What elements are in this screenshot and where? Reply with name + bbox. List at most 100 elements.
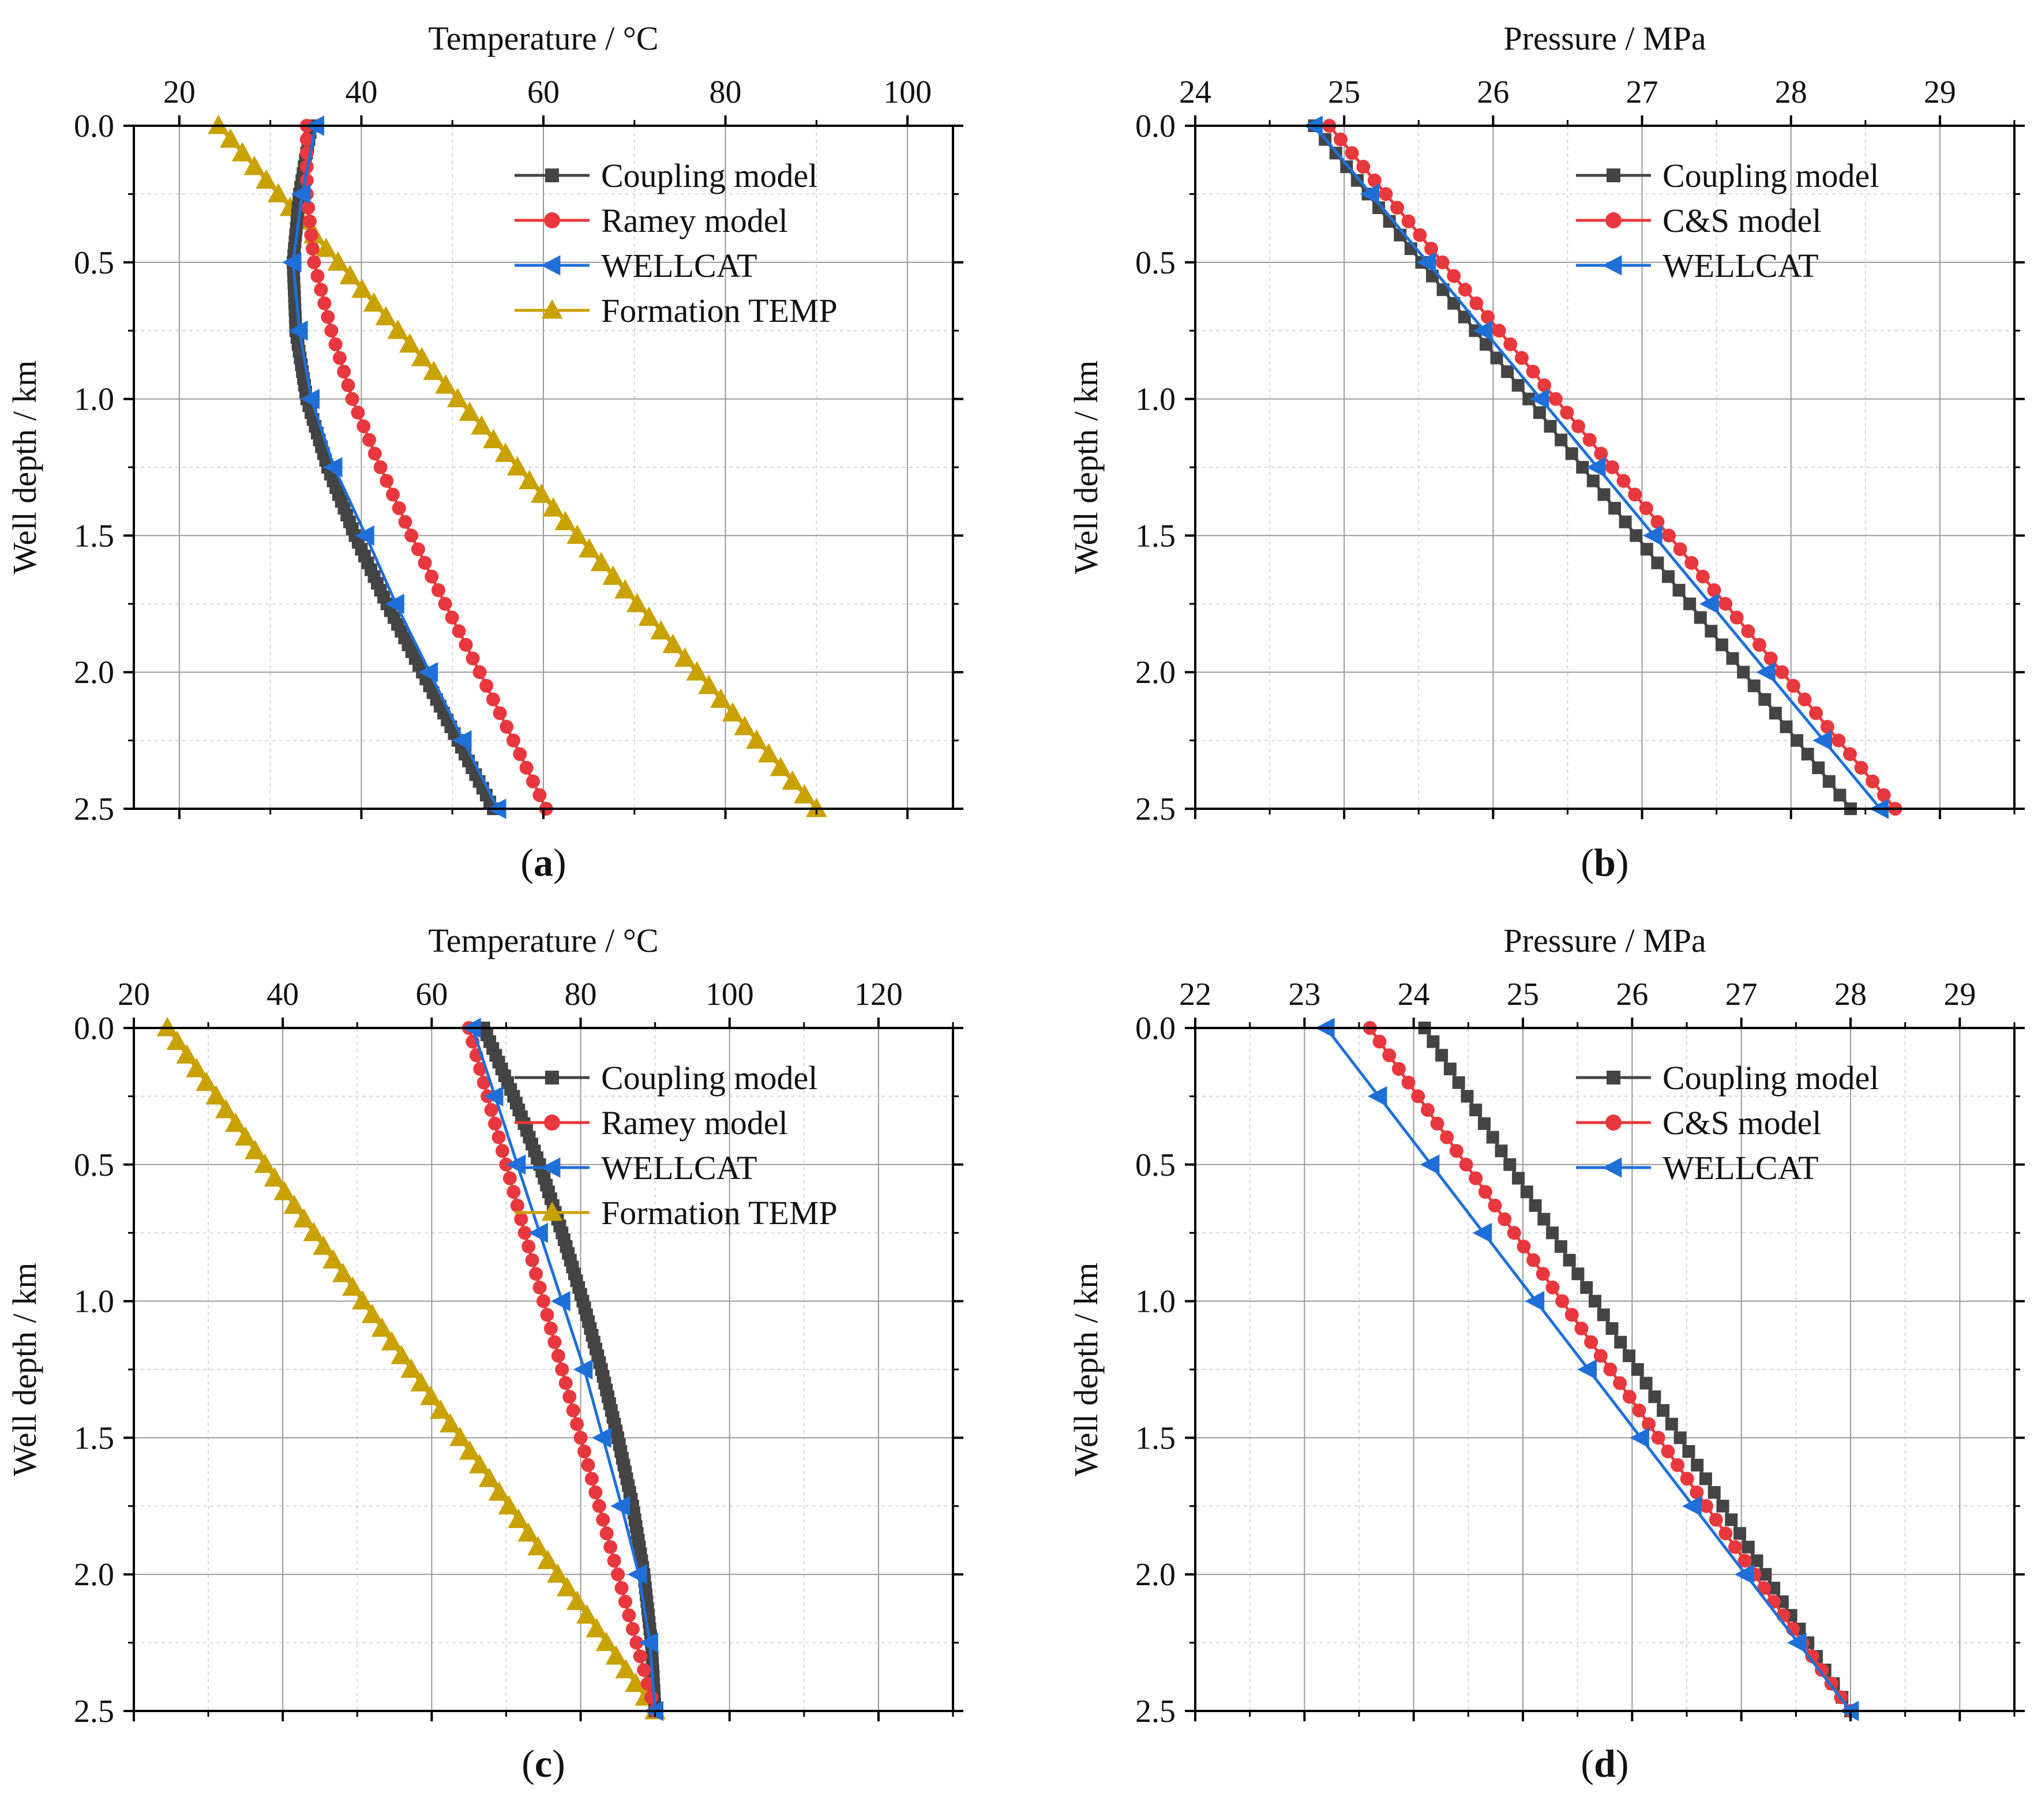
data-point — [558, 1376, 573, 1390]
data-point — [1360, 183, 1380, 204]
series-ramey — [461, 1021, 662, 1718]
data-point — [1537, 1213, 1551, 1226]
data-point — [1472, 1222, 1492, 1243]
data-point — [770, 756, 791, 776]
data-point — [313, 1235, 335, 1255]
legend-item-wellcat: WELLCAT — [1576, 1149, 1819, 1187]
x-tick-label: 40 — [345, 74, 377, 110]
data-point — [596, 1513, 610, 1527]
data-point — [554, 511, 576, 531]
data-point — [479, 678, 494, 693]
data-point — [794, 784, 816, 804]
data-point — [484, 1103, 498, 1117]
data-point — [351, 278, 373, 298]
data-point — [373, 460, 388, 474]
legend-label: Coupling model — [1663, 1059, 1879, 1097]
data-point — [1631, 1363, 1644, 1376]
data-point — [639, 1633, 658, 1653]
x-tick-label: 26 — [1477, 74, 1509, 110]
data-point — [1401, 1075, 1416, 1090]
data-point — [1597, 1308, 1610, 1322]
data-point — [1842, 747, 1857, 761]
x-tick-label: 60 — [415, 977, 448, 1012]
data-point — [1522, 392, 1536, 406]
chart-panel-d: 22 23 24 25 26 27 28 29 0.0 0.5 1.0 1.5 2.0 2.5 Pressu… — [1067, 922, 2025, 1785]
legend-item-wellcat: WELLCAT — [1576, 247, 1819, 284]
data-point — [1651, 556, 1664, 569]
x-axis-title: Pressure / MPa — [1503, 20, 1706, 57]
series-ramey — [1322, 119, 1902, 816]
data-point — [1805, 1649, 1819, 1664]
data-point — [1619, 515, 1632, 528]
data-point — [590, 551, 612, 572]
legend-label: Coupling model — [601, 157, 817, 194]
data-point — [1639, 501, 1653, 516]
y-tick-label: 0.5 — [74, 1147, 114, 1183]
data-point — [314, 283, 328, 297]
legend-item-coupling: Coupling model — [1576, 157, 1879, 194]
legend-item-coupling: Coupling model — [1576, 1059, 1879, 1097]
data-point — [1447, 269, 1461, 283]
grid-lines — [134, 126, 953, 809]
data-point — [633, 1649, 647, 1664]
data-point — [387, 320, 409, 339]
data-point — [1650, 515, 1665, 529]
data-point — [638, 606, 660, 626]
data-point — [566, 1404, 580, 1418]
legend-label: WELLCAT — [1663, 1149, 1819, 1187]
data-point — [1424, 242, 1438, 256]
data-point — [1498, 1212, 1512, 1226]
data-point — [493, 706, 507, 721]
left-triangle-marker-icon — [1602, 1157, 1622, 1178]
data-point — [1537, 378, 1552, 392]
data-point — [607, 1553, 621, 1568]
y-axis-title: Well depth / km — [6, 361, 43, 575]
data-point — [526, 774, 541, 789]
data-point — [1520, 1185, 1533, 1199]
data-point — [599, 1526, 614, 1541]
data-point — [1554, 1240, 1567, 1253]
legend-label: Ramey model — [601, 202, 788, 239]
data-point — [385, 594, 404, 614]
data-point — [1367, 173, 1382, 187]
data-point — [1495, 1144, 1508, 1158]
axes: 20 40 60 80 100 120 0.0 0.5 1.0 1.5 2.0 2.5 — [74, 977, 963, 1729]
data-point — [650, 620, 672, 640]
data-point — [1469, 1104, 1483, 1117]
data-point — [356, 419, 371, 433]
data-point — [1458, 283, 1472, 297]
legend-label: WELLCAT — [601, 247, 757, 284]
data-point — [1411, 1089, 1425, 1104]
data-point — [1555, 1294, 1570, 1308]
data-point — [519, 470, 541, 490]
data-point — [1680, 1472, 1694, 1486]
legend-item-formation: Formation TEMP — [515, 292, 838, 329]
data-point — [483, 429, 504, 449]
panel-label-open: ( — [1581, 840, 1594, 884]
y-tick-label: 2.5 — [74, 1694, 114, 1729]
data-point — [611, 1567, 625, 1582]
data-point — [1780, 720, 1793, 733]
panel-label-close: ) — [553, 840, 566, 884]
data-point — [345, 392, 359, 406]
data-point — [1469, 1171, 1483, 1185]
data-point — [176, 1044, 198, 1064]
data-point — [1632, 1404, 1646, 1418]
data-point — [267, 183, 289, 202]
y-tick-label: 0.0 — [1135, 108, 1176, 144]
x-tick-label: 40 — [267, 977, 299, 1012]
y-tick-label: 1.0 — [74, 1284, 114, 1320]
data-point — [1756, 662, 1776, 682]
data-point — [1759, 1568, 1772, 1581]
data-point — [332, 1263, 354, 1282]
data-point — [478, 1468, 500, 1487]
data-point — [1614, 1335, 1627, 1349]
data-point — [423, 361, 445, 380]
y-tick-label: 1.5 — [74, 1420, 114, 1456]
legend-item-formation: Formation TEMP — [515, 1194, 838, 1232]
data-point — [1390, 201, 1405, 215]
data-point — [459, 401, 481, 421]
data-point — [1597, 488, 1611, 501]
data-point — [566, 1590, 588, 1610]
x-tick-label: 28 — [1834, 977, 1867, 1012]
